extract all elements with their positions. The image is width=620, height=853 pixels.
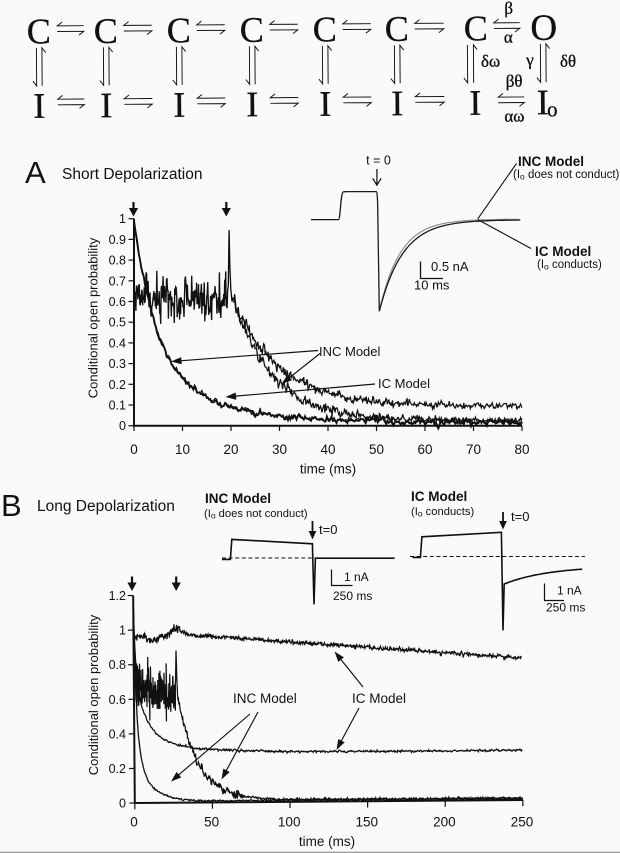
svg-text:αω: αω [504,106,524,125]
svg-text:time (ms): time (ms) [299,834,355,849]
svg-text:B: B [1,488,22,523]
svg-text:INC Model: INC Model [233,691,297,706]
svg-text:0.8: 0.8 [109,658,126,672]
svg-text:o: o [547,97,558,121]
svg-text:IC Model: IC Model [535,244,591,259]
svg-text:I: I [537,82,549,122]
svg-text:t=0: t=0 [319,522,337,537]
svg-text:Short Depolarization: Short Depolarization [62,166,202,183]
svg-text:δω: δω [481,52,500,71]
svg-text:β: β [504,0,513,18]
svg-text:C: C [313,9,337,49]
svg-text:C: C [27,11,51,51]
svg-text:(Io does not conduct): (Io does not conduct) [513,169,620,182]
svg-text:C: C [94,11,118,51]
svg-text:30: 30 [272,442,287,457]
svg-text:0.6: 0.6 [109,295,126,309]
svg-text:40: 40 [320,442,335,457]
svg-text:1 nA: 1 nA [557,584,582,598]
svg-text:250 ms: 250 ms [546,601,585,615]
svg-text:C: C [464,8,488,48]
svg-text:Long Depolarization: Long Depolarization [37,498,175,515]
svg-text:10 ms: 10 ms [414,278,450,293]
svg-text:0.8: 0.8 [109,254,126,268]
svg-text:0.6: 0.6 [109,693,126,707]
svg-text:0.4: 0.4 [109,336,126,350]
svg-text:0.5: 0.5 [109,316,126,330]
svg-text:IC Model: IC Model [378,376,430,391]
svg-text:I: I [319,84,331,124]
svg-text:1.2: 1.2 [109,589,126,603]
svg-text:(Io conducts): (Io conducts) [411,506,474,519]
svg-text:0.1: 0.1 [109,399,126,413]
svg-text:50: 50 [369,442,384,457]
svg-text:t=0: t=0 [511,509,529,524]
svg-text:IC Model: IC Model [411,489,467,504]
svg-text:0.7: 0.7 [109,274,126,288]
svg-text:200: 200 [433,814,456,829]
svg-text:0.5 nA: 0.5 nA [431,259,469,274]
svg-text:10: 10 [175,442,190,457]
svg-text:Conditional open probability: Conditional open probability [86,614,101,775]
svg-text:βθ: βθ [506,71,523,90]
svg-text:C: C [385,9,409,49]
svg-text:γ: γ [525,50,534,69]
svg-text:α: α [504,28,513,47]
svg-text:t = 0: t = 0 [366,154,391,168]
svg-text:0.2: 0.2 [109,378,126,392]
svg-text:I: I [100,85,112,125]
svg-text:I: I [469,83,481,123]
svg-text:250 ms: 250 ms [333,589,372,603]
svg-text:IC Model: IC Model [352,691,406,706]
svg-text:0.3: 0.3 [109,357,126,371]
svg-text:INC Model: INC Model [518,154,584,169]
svg-text:1: 1 [119,212,126,226]
svg-text:I: I [33,86,45,126]
svg-text:INC Model: INC Model [205,491,271,506]
svg-text:(Io conducts): (Io conducts) [537,259,602,272]
svg-text:0.2: 0.2 [109,762,126,776]
svg-text:I: I [246,84,258,124]
svg-text:1: 1 [119,624,126,638]
svg-text:INC Model: INC Model [319,344,381,359]
svg-text:150: 150 [356,814,379,829]
svg-text:70: 70 [466,442,481,457]
svg-text:0.9: 0.9 [109,233,126,247]
svg-text:0: 0 [119,797,126,811]
svg-text:60: 60 [417,442,432,457]
svg-text:250: 250 [511,814,534,829]
svg-text:20: 20 [223,442,238,457]
svg-text:0: 0 [119,419,126,433]
svg-text:0.4: 0.4 [109,727,126,741]
svg-text:0: 0 [130,442,138,457]
svg-text:100: 100 [278,814,301,829]
svg-text:Conditional open probability: Conditional open probability [86,237,101,398]
svg-text:C: C [167,10,191,50]
svg-text:80: 80 [514,442,529,457]
svg-text:1 nA: 1 nA [344,570,369,584]
svg-text:time (ms): time (ms) [300,462,356,477]
svg-text:δθ: δθ [560,52,576,71]
svg-text:O: O [530,8,557,49]
svg-text:(Io does not conduct): (Io does not conduct) [204,508,308,521]
svg-text:A: A [25,155,46,190]
svg-text:50: 50 [204,814,219,829]
svg-text:I: I [391,83,403,123]
svg-text:0: 0 [130,814,138,829]
svg-text:I: I [173,85,185,125]
svg-text:C: C [240,10,264,50]
